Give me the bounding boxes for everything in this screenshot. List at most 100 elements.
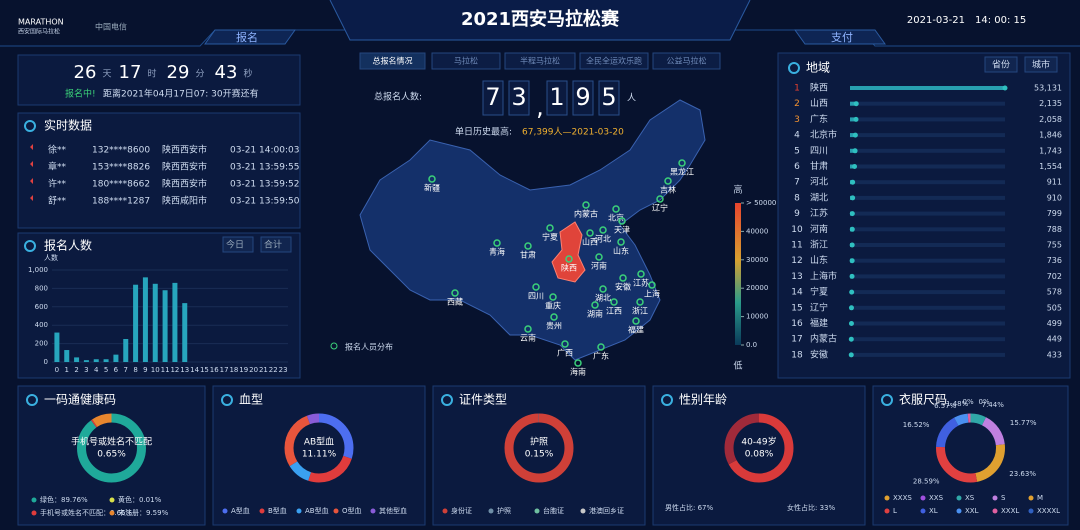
- scale-label: 30000: [746, 256, 768, 264]
- bar-end: [850, 195, 856, 201]
- legend-dot: [1028, 495, 1034, 501]
- legend-low: 低: [733, 360, 742, 372]
- value-label: 1,554: [1039, 162, 1062, 171]
- value-label: 16.52%: [903, 421, 930, 429]
- tab-box[interactable]: [1024, 56, 1058, 73]
- countdown-value: 29: [167, 62, 190, 83]
- time: 14: 00: 15: [975, 15, 1026, 26]
- region-name: 湖北: [810, 192, 828, 203]
- tab-box[interactable]: [984, 56, 1018, 73]
- donut-segment: [284, 413, 354, 483]
- sponsor: 中国电信: [95, 22, 127, 32]
- tab-box[interactable]: [260, 236, 292, 253]
- tab[interactable]: 省份: [992, 59, 1010, 71]
- tab-box[interactable]: [652, 52, 721, 70]
- province-label: 湖南: [587, 309, 603, 319]
- tab[interactable]: 公益马拉松: [667, 56, 707, 66]
- x-tick-label: 15: [200, 366, 209, 374]
- center-value: 0.08%: [745, 450, 774, 460]
- bar-end: [848, 336, 854, 342]
- legend-dot: [884, 495, 890, 501]
- bar-track: [850, 243, 1005, 247]
- bar-end: [1002, 85, 1008, 91]
- tab[interactable]: 城市: [1032, 59, 1050, 71]
- bar: [850, 148, 856, 153]
- bar-track: [850, 195, 1005, 200]
- cell: 188****1287: [92, 197, 150, 207]
- province-label: 福建: [628, 325, 644, 335]
- bar-track: [850, 117, 1005, 122]
- scale-label: 20000: [746, 284, 768, 292]
- tab-box[interactable]: [504, 52, 576, 70]
- legend-dot: [956, 495, 962, 501]
- tab-frame: [794, 29, 886, 45]
- tab-box[interactable]: [431, 52, 501, 70]
- rank: 6: [794, 162, 800, 172]
- value-label: 578: [1047, 288, 1062, 297]
- x-tick-label: 8: [133, 366, 137, 374]
- status: 报名中!: [65, 88, 96, 100]
- cell: 153****8826: [92, 163, 150, 173]
- value-label: 736: [1047, 256, 1062, 265]
- value-label: 910: [1047, 193, 1062, 202]
- x-tick-label: 1: [65, 366, 69, 374]
- digit: 7: [485, 83, 500, 111]
- legend-dot: [884, 508, 890, 514]
- bar-track: [850, 290, 1005, 295]
- bar-track: [850, 227, 1005, 232]
- map-pin: [549, 293, 557, 301]
- tab-box[interactable]: [359, 52, 426, 70]
- x-tick-label: 21: [259, 366, 268, 374]
- legend-label: 男性占比: 67%: [665, 503, 713, 512]
- tab[interactable]: 支付: [831, 31, 853, 44]
- tab[interactable]: 总报名情况: [373, 56, 413, 66]
- legend-dot: [920, 495, 926, 501]
- cell: 章**: [48, 161, 67, 173]
- bar-end: [849, 242, 855, 248]
- bar-track: [850, 101, 1005, 106]
- value-label: 23.63%: [1009, 470, 1036, 478]
- x-tick-label: 3: [84, 366, 88, 374]
- map-pin: [656, 195, 664, 203]
- center-label: AB型血: [304, 436, 334, 448]
- digit: 1: [549, 83, 564, 111]
- tab[interactable]: 报名: [236, 30, 258, 44]
- map-pin: [599, 226, 607, 234]
- countdown-value: 26: [74, 62, 97, 83]
- tab[interactable]: 半程马拉松: [520, 56, 560, 66]
- bar: [850, 117, 857, 122]
- center-label: 40-49岁: [741, 436, 776, 448]
- legend-label: XXS: [929, 494, 944, 502]
- panel: [652, 385, 866, 526]
- bar-end: [849, 258, 855, 264]
- cell: 徐**: [48, 144, 67, 156]
- x-tick-label: 4: [94, 366, 99, 374]
- bar: [850, 133, 856, 138]
- tab[interactable]: 全民全运欢乐跑: [586, 56, 642, 66]
- legend-title: 报名人员分布: [345, 342, 393, 352]
- tab[interactable]: 马拉松: [454, 56, 478, 66]
- donut-segment: [936, 413, 1005, 483]
- x-tick-label: 16: [210, 366, 219, 374]
- rank: 17: [791, 335, 802, 345]
- legend-dot: [109, 510, 115, 516]
- value-label: 15.77%: [1010, 419, 1037, 427]
- bar: [850, 86, 1005, 90]
- province-label: 内蒙古: [574, 209, 598, 219]
- map-pin: [532, 283, 540, 291]
- tab-box[interactable]: [222, 236, 254, 253]
- tab-box[interactable]: [579, 52, 649, 70]
- x-tick-label: 12: [170, 366, 179, 374]
- digit: 9: [575, 83, 590, 111]
- legend-label: XXXS: [893, 494, 912, 502]
- tab[interactable]: 今日: [226, 239, 244, 251]
- speaker-icon: [27, 161, 33, 167]
- logo: MARATHON: [18, 18, 64, 27]
- map-pin: [586, 229, 594, 237]
- legend-label: XS: [965, 494, 975, 502]
- tab[interactable]: 合计: [264, 239, 282, 251]
- value-label: 6.57%: [934, 402, 957, 410]
- province-label: 北京: [608, 213, 624, 223]
- rank: 12: [791, 256, 802, 266]
